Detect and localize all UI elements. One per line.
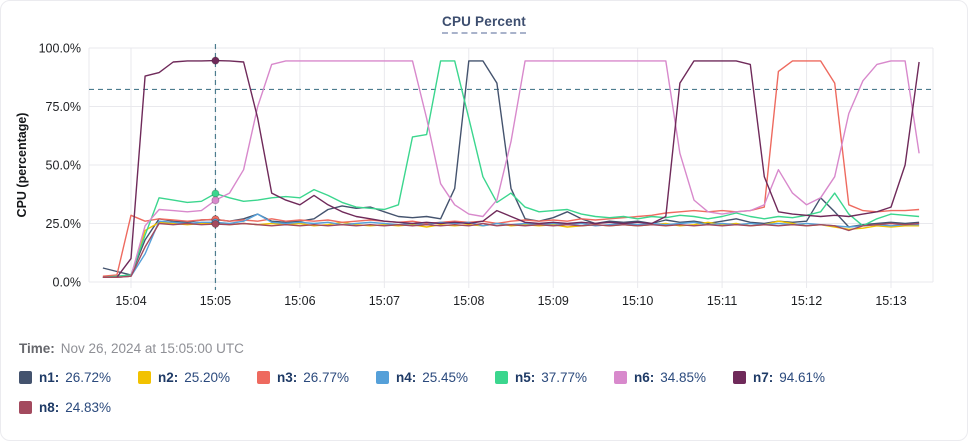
x-tick-label: 15:06 bbox=[284, 294, 315, 308]
y-tick-label: 50.0% bbox=[46, 159, 81, 173]
legend-swatch-n1 bbox=[19, 371, 32, 384]
legend-value-n6: 34.85% bbox=[660, 370, 707, 385]
legend-swatch-n5 bbox=[495, 371, 508, 384]
chart-title[interactable]: CPU Percent bbox=[442, 14, 526, 34]
legend-value-n8: 24.83% bbox=[65, 400, 112, 415]
crosshair-dot-n6 bbox=[211, 196, 220, 205]
legend-value-n1: 26.72% bbox=[65, 370, 112, 385]
x-tick-label: 15:07 bbox=[369, 294, 400, 308]
x-tick-label: 15:05 bbox=[200, 294, 231, 308]
legend-item-n7[interactable]: n7: 94.61% bbox=[733, 370, 852, 385]
legend-value-n5: 37.77% bbox=[541, 370, 588, 385]
legend-swatch-n8 bbox=[19, 401, 32, 414]
series-line-n6[interactable] bbox=[102, 60, 920, 279]
x-tick-label: 15:10 bbox=[622, 294, 653, 308]
y-tick-label: 75.0% bbox=[46, 100, 81, 114]
y-tick-label: 0.0% bbox=[53, 276, 82, 290]
legend-name-n2: n2: bbox=[158, 370, 179, 385]
x-tick-label: 15:08 bbox=[453, 294, 484, 308]
legend-name-n6: n6: bbox=[634, 370, 655, 385]
legend-item-n6[interactable]: n6: 34.85% bbox=[614, 370, 733, 385]
time-caption: Time: Nov 26, 2024 at 15:05:00 UTC bbox=[19, 341, 244, 356]
time-caption-label: Time: bbox=[19, 341, 55, 356]
x-tick-label: 15:12 bbox=[791, 294, 822, 308]
x-tick-label: 15:09 bbox=[538, 294, 569, 308]
x-tick-label: 15:13 bbox=[875, 294, 906, 308]
series-line-n1[interactable] bbox=[102, 60, 920, 276]
legend-swatch-n4 bbox=[376, 371, 389, 384]
x-tick-label: 15:11 bbox=[707, 294, 737, 308]
series-line-n2[interactable] bbox=[102, 220, 920, 279]
legend-name-n3: n3: bbox=[277, 370, 298, 385]
legend-name-n1: n1: bbox=[39, 370, 60, 385]
legend-name-n8: n8: bbox=[39, 400, 60, 415]
x-tick-label: 15:04 bbox=[115, 294, 146, 308]
legend-value-n4: 25.45% bbox=[422, 370, 469, 385]
crosshair-dot-n8 bbox=[211, 219, 220, 228]
y-axis-title: CPU (percentage) bbox=[15, 113, 29, 218]
legend-item-n2[interactable]: n2: 25.20% bbox=[138, 370, 257, 385]
crosshair-dot-n7 bbox=[211, 56, 220, 65]
legend-row-2: n8: 24.83% bbox=[19, 400, 138, 415]
legend-item-n8[interactable]: n8: 24.83% bbox=[19, 400, 138, 415]
legend-value-n3: 26.77% bbox=[303, 370, 350, 385]
y-tick-label: 100.0% bbox=[39, 42, 81, 56]
legend-swatch-n6 bbox=[614, 371, 627, 384]
legend-swatch-n3 bbox=[257, 371, 270, 384]
legend-item-n1[interactable]: n1: 26.72% bbox=[19, 370, 138, 385]
legend-value-n2: 25.20% bbox=[184, 370, 231, 385]
legend-name-n7: n7: bbox=[753, 370, 774, 385]
legend-value-n7: 94.61% bbox=[779, 370, 826, 385]
legend-swatch-n2 bbox=[138, 371, 151, 384]
legend-item-n5[interactable]: n5: 37.77% bbox=[495, 370, 614, 385]
legend-name-n4: n4: bbox=[396, 370, 417, 385]
legend-row-1: n1: 26.72% n2: 25.20% n3: 26.77% n4: 25.45% n5: 3… bbox=[19, 370, 852, 385]
legend-name-n5: n5: bbox=[515, 370, 536, 385]
chart-title-wrap: CPU Percent bbox=[1, 13, 967, 34]
cpu-percent-line-chart[interactable]: 100.0% 75.0% 50.0% 25.0% 0.0% 15:04 15:05 15:06… bbox=[1, 37, 967, 329]
series-line-n5[interactable] bbox=[102, 60, 920, 278]
legend-item-n4[interactable]: n4: 25.45% bbox=[376, 370, 495, 385]
crosshair-dot-n5 bbox=[211, 189, 220, 198]
series-line-n7[interactable] bbox=[102, 59, 920, 279]
y-tick-label: 25.0% bbox=[46, 217, 81, 231]
legend-item-n3[interactable]: n3: 26.77% bbox=[257, 370, 376, 385]
series-line-n8[interactable] bbox=[102, 222, 920, 279]
series-line-n3[interactable] bbox=[102, 60, 920, 277]
time-caption-value: Nov 26, 2024 at 15:05:00 UTC bbox=[60, 341, 244, 356]
legend-swatch-n7 bbox=[733, 371, 746, 384]
